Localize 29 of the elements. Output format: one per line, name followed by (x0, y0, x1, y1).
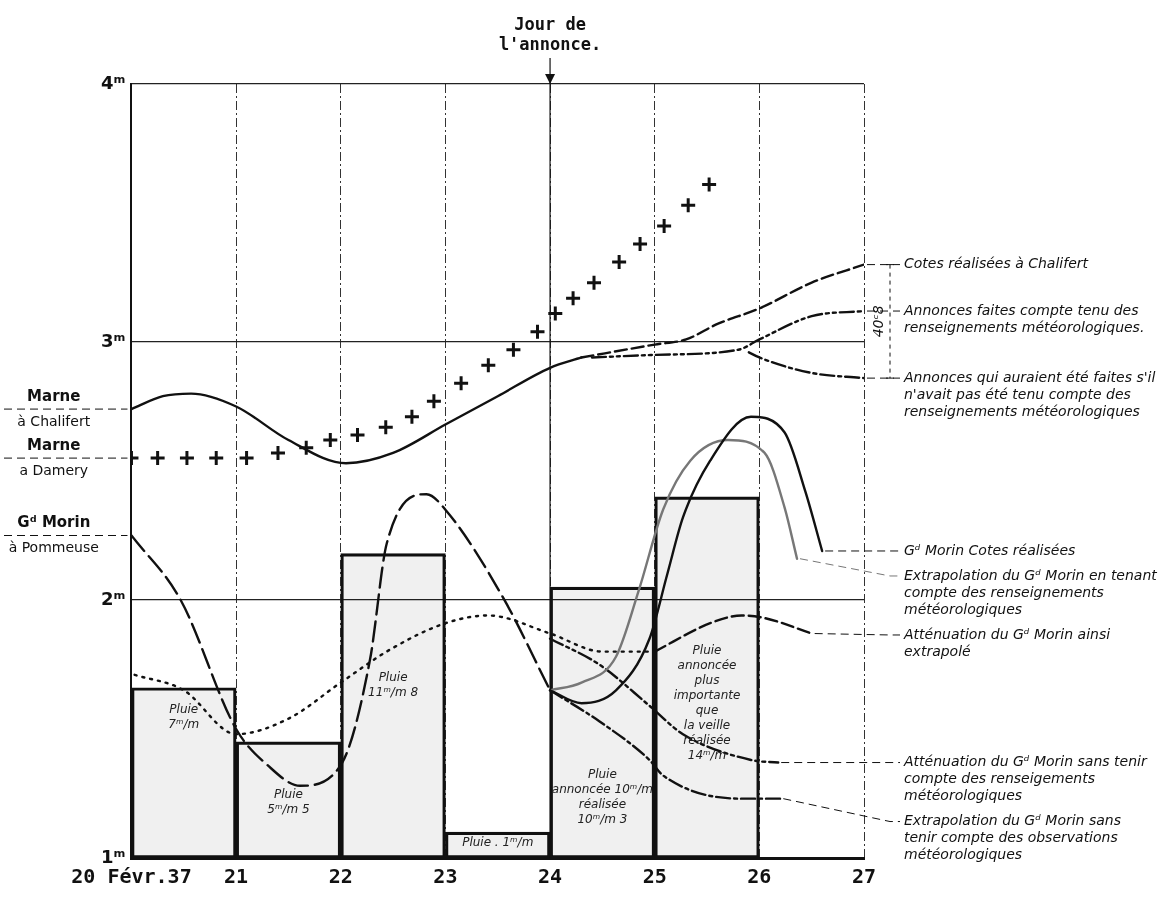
data-label: Pluie 7ᵐ/m (168, 702, 200, 732)
y-tick-label: 4ᵐ (101, 71, 126, 93)
x-tick-label: 21 (224, 864, 249, 889)
text: Marne a Damery (19, 435, 89, 478)
text: Gᵈ Morin Cotes réalisées (904, 541, 1076, 558)
text: Atténuation du Gᵈ Morin sans tenir compte des renseigements météorologiques (903, 753, 1148, 804)
x-tick-label: 20 Févr.37 (71, 864, 192, 889)
text: Extrapolation du Gᵈ Morin sans tenir compte des observations météorologiques (904, 812, 1121, 863)
x-tick-label: 26 (747, 864, 772, 889)
legend-label: Annonces qui auraient été faites s'il n'avait pas été tenu compte des renseignements météorologiques (903, 368, 1156, 419)
y-tick-label: 3ᵐ (101, 329, 126, 351)
y-tick-label: 2ᵐ (101, 587, 126, 609)
text: Marne à Chalifert (17, 386, 91, 429)
data-label: Pluie . 1ᵐ/m (462, 834, 534, 849)
ref-line-label: Jour de l'annonce. (498, 14, 602, 54)
legend-label: Cotes réalisées à Chalifert (904, 255, 1089, 272)
legend-label: Annonces faites compte tenu des renseignements météorologiques. (903, 301, 1145, 335)
x-tick-label: 25 (642, 864, 667, 889)
data-label: Pluie 11ᵐ/m 8 (368, 670, 419, 700)
x-tick-label: 23 (433, 864, 458, 889)
text: Extrapolation du Gᵈ Morin en tenant compte des renseignements météorologiques (904, 566, 1158, 617)
x-tick-label: 27 (851, 864, 877, 889)
text: Gᵈ Morin à Pommeuse (8, 513, 99, 556)
data-label: Pluie 5ᵐ/m 5 (267, 786, 310, 816)
x-tick-label: 22 (328, 864, 353, 889)
y-tick-label: 1ᵐ (101, 845, 126, 867)
text: Atténuation du Gᵈ Morin ainsi extrapolé (903, 625, 1111, 659)
x-tick-label: 24 (538, 864, 563, 889)
text: 40ᶜ8 (869, 305, 886, 338)
